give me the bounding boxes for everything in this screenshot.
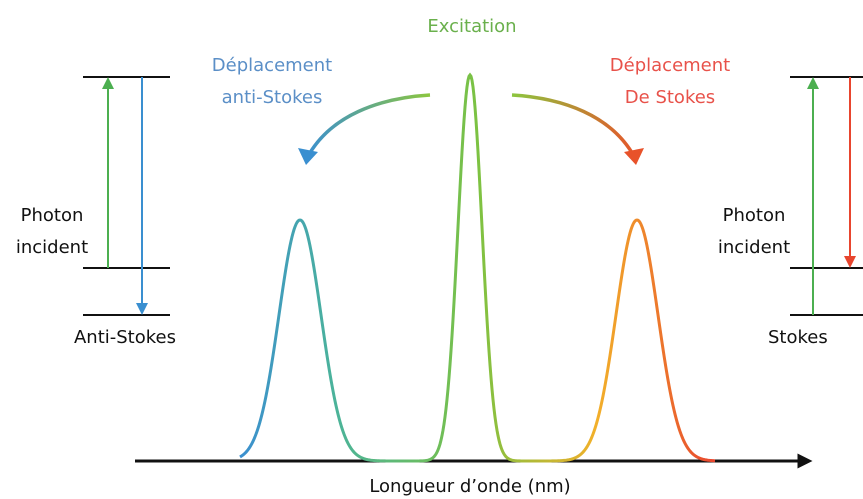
excitation-label: Excitation (427, 16, 516, 37)
shift-label: anti-Stokes (222, 87, 323, 108)
energy-levels (790, 76, 863, 316)
shift-label: De Stokes (625, 87, 715, 108)
photon-label: incident (718, 237, 790, 258)
shift-label: Déplacement (610, 55, 730, 76)
level-label: Stokes (768, 327, 828, 348)
anti-stokes-arrow (305, 93, 431, 159)
photon-label: incident (16, 237, 88, 258)
stokes-arrow (511, 93, 637, 159)
x-axis-label: Longueur d’onde (nm) (369, 476, 570, 497)
spectrum (239, 72, 716, 463)
photon-label: Photon (723, 205, 786, 226)
photon-label: Photon (21, 205, 84, 226)
level-label: Anti-Stokes (74, 327, 176, 348)
arrow-head (624, 148, 644, 165)
energy-levels (83, 76, 170, 316)
shift-label: Déplacement (212, 55, 332, 76)
arrow-head (298, 148, 318, 165)
